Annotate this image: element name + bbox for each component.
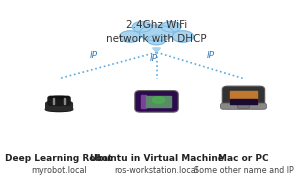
Text: myrobot.local: myrobot.local [31, 166, 87, 175]
Text: IP: IP [150, 54, 158, 63]
FancyBboxPatch shape [135, 91, 178, 112]
FancyBboxPatch shape [222, 86, 265, 109]
Bar [230, 99, 257, 104]
FancyBboxPatch shape [46, 102, 72, 110]
Text: Some other name and IP: Some other name and IP [194, 166, 293, 175]
Bar [64, 98, 65, 104]
Ellipse shape [161, 22, 181, 32]
Bar [230, 91, 257, 104]
Bar [146, 96, 171, 107]
Text: Ubuntu in Virtual Machine: Ubuntu in Virtual Machine [89, 154, 224, 163]
Polygon shape [153, 48, 160, 52]
Ellipse shape [45, 107, 73, 112]
FancyBboxPatch shape [220, 103, 266, 109]
Text: 2.4Ghz WiFi
network with DHCP: 2.4Ghz WiFi network with DHCP [106, 21, 207, 44]
Ellipse shape [140, 25, 174, 41]
FancyBboxPatch shape [237, 104, 250, 109]
Ellipse shape [132, 22, 152, 32]
Bar [53, 98, 55, 104]
Text: Deep Learning Robot: Deep Learning Robot [5, 154, 113, 163]
Ellipse shape [120, 31, 141, 42]
Text: IP: IP [206, 51, 214, 60]
Text: ros-workstation.local: ros-workstation.local [115, 166, 199, 175]
Bar [142, 95, 146, 108]
Text: Mac or PC: Mac or PC [218, 154, 269, 163]
Ellipse shape [152, 97, 165, 103]
Text: IP: IP [89, 51, 97, 60]
Ellipse shape [172, 31, 194, 42]
Ellipse shape [50, 96, 68, 99]
Ellipse shape [147, 35, 166, 45]
FancyBboxPatch shape [48, 96, 70, 105]
